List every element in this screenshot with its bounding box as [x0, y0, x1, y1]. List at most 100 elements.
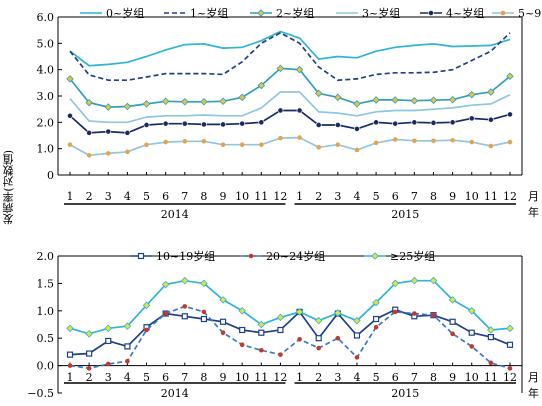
chart1-legend-label: 5~9岁组 — [518, 6, 542, 20]
chart1-month-label: 4 — [353, 190, 360, 203]
chart1-legend-marker — [500, 10, 506, 16]
chart1-series-2-point — [314, 89, 323, 98]
chart1-series-line-3 — [69, 91, 511, 124]
chart2-year-unit: 年 — [528, 386, 539, 400]
chart1-series-5-point — [297, 135, 302, 140]
chart1-series-4-point — [392, 120, 399, 127]
chart1-series-2-point — [219, 97, 227, 106]
chart2-series-1-point — [125, 358, 130, 364]
chart1-legend-label: 3~岁组 — [362, 6, 400, 20]
chart1-legend-marker — [257, 9, 265, 17]
chart1-month-label: 11 — [484, 190, 498, 203]
chart2-series-2-point — [487, 326, 495, 334]
chart2-series-1-point — [259, 347, 264, 353]
chart2-month-label: 11 — [254, 371, 268, 384]
chart1-series-5-point — [239, 142, 245, 148]
chart2-series-1-point — [163, 311, 168, 316]
chart1-series-4-point — [67, 112, 73, 119]
chart1-month-label: 7 — [411, 190, 418, 203]
chart1-series-2-point — [181, 98, 189, 106]
chart2-y-tick-label: −0.5 — [27, 387, 54, 400]
chart2-series-0-point — [449, 318, 456, 325]
chart1-series-4-point — [201, 121, 207, 128]
chart2-series-2-point — [314, 316, 323, 325]
chart1-month-label: 12 — [273, 190, 287, 203]
chart2-legend-marker — [371, 252, 379, 260]
chart2-series-2-point — [506, 324, 514, 333]
chart2-series-1-point — [182, 304, 188, 309]
chart1-series-4-point — [143, 122, 150, 128]
chart1-series-4-point — [449, 119, 456, 126]
chart1-legend-marker — [428, 10, 434, 16]
chart1-series-4-point — [239, 120, 246, 127]
chart1-y-tick-label: 4.0 — [37, 64, 55, 77]
chart1-y-tick-label: 6.0 — [37, 11, 55, 24]
chart2-month-label: 5 — [143, 371, 150, 384]
chart2-year-label: 2015 — [391, 387, 419, 400]
chart1-legend-label: 1~岁组 — [190, 6, 228, 20]
chart2-series-1-point — [67, 363, 73, 368]
chart2-series-1-point — [220, 330, 226, 336]
chart2-month-label: 2 — [315, 371, 322, 384]
chart2-series-2-point — [181, 276, 189, 285]
chart1-series-2-point — [372, 96, 380, 104]
chart2-y-tick-label: 0.0 — [37, 360, 55, 373]
chart1-year-label: 2014 — [161, 208, 189, 221]
chart1-series-4-point — [124, 129, 131, 136]
chart1-series-4-point — [258, 119, 265, 126]
chart2-series-1-point — [201, 309, 207, 315]
chart2-legend-label: 10~19岁组 — [156, 249, 215, 263]
chart2-series-2-point — [372, 298, 380, 307]
chart1-series-5-point — [86, 152, 92, 158]
chart1-series-2-point — [353, 100, 361, 108]
chart2-series-0-point — [181, 313, 188, 320]
chart1-series-5-point — [105, 151, 111, 156]
chart2-month-label: 10 — [235, 371, 249, 384]
chart1-year-label: 2015 — [391, 208, 419, 221]
chart2-series-2-point — [66, 324, 74, 333]
chart1-series-4-point — [220, 121, 226, 128]
chart2-month-label: 12 — [273, 371, 287, 384]
chart1-series-2-point — [429, 96, 438, 104]
chart1-month-label: 3 — [334, 190, 341, 203]
chart1-series-4-point — [507, 111, 513, 118]
chart2-series-2-point — [391, 279, 399, 288]
chart1-series-line-2 — [69, 67, 511, 108]
chart1-series-2-point — [257, 81, 266, 90]
chart1-month-label: 9 — [449, 190, 456, 203]
chart1-month-label: 12 — [503, 190, 517, 203]
chart1-y-tick-label: 1.0 — [37, 143, 55, 156]
chart2-series-1-point — [392, 309, 398, 315]
chart2-month-label: 3 — [334, 371, 341, 384]
chart1-series-5-point — [392, 137, 398, 142]
chart2-legend-label: ≥25岁组 — [390, 249, 435, 263]
chart2-series-1-point — [239, 342, 245, 348]
chart1-series-2-point — [391, 96, 399, 104]
chart2-y-tick-label: 2.0 — [37, 250, 55, 263]
chart1-month-label: 8 — [200, 190, 207, 203]
chart2-month-label: 9 — [220, 371, 227, 384]
chart1-series-4-point — [487, 116, 494, 123]
chart2-month-label: 7 — [411, 371, 418, 384]
chart1-y-tick-label: 0 — [47, 169, 54, 182]
chart1-series-2-point — [161, 97, 170, 106]
chart1-series-2-point — [66, 75, 74, 83]
chart1-series-2-point — [334, 93, 342, 102]
chart1-month-label: 2 — [86, 190, 93, 203]
chart1-month-label: 1 — [67, 190, 74, 203]
chart1-series-5-point — [259, 142, 264, 148]
chart1-series-2-point — [123, 102, 132, 111]
chart1-month-label: 7 — [181, 190, 188, 203]
chart2-series-1-point — [469, 344, 475, 349]
chart2-series-0-point — [86, 350, 93, 357]
chart1-series-4-point — [315, 122, 322, 128]
chart2-month-label: 12 — [503, 371, 517, 384]
chart2-series-2-point — [353, 316, 361, 325]
chart1-series-5-point — [182, 138, 188, 144]
chart1-series-4-point — [411, 119, 418, 126]
chart1-series-2-point — [487, 88, 495, 96]
chart1-series-2-point — [506, 72, 514, 81]
chart1-series-2-point — [276, 64, 285, 73]
chart2-legend-marker — [248, 253, 254, 259]
